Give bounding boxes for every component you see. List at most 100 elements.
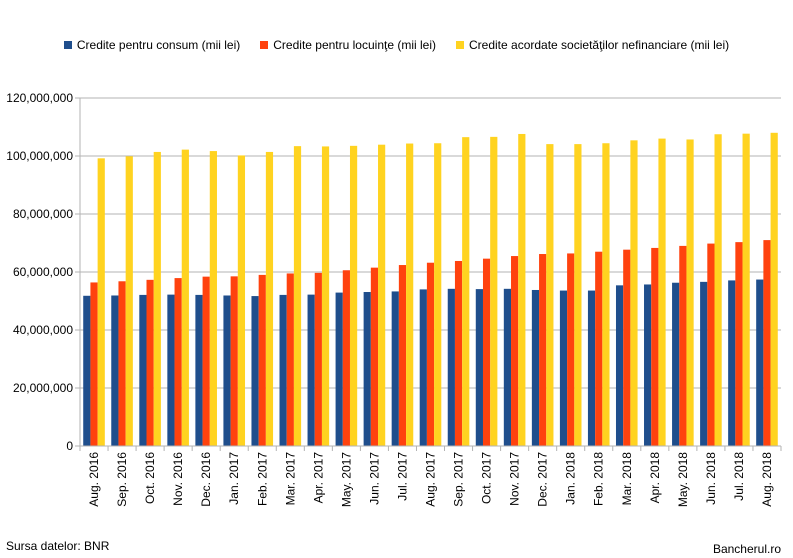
y-tick-label: 120,000,000: [6, 91, 73, 105]
bar-series-1-19: [623, 249, 631, 446]
x-tick-label: Feb. 2018: [592, 452, 606, 506]
bar-series-2-24: [770, 132, 778, 447]
bar-series-1-17: [567, 253, 575, 446]
bar-series-2-11: [406, 143, 414, 446]
bar-series-2-10: [378, 144, 386, 446]
bar-series-1-13: [454, 260, 463, 446]
x-tick-label: Apr. 2017: [311, 452, 325, 504]
x-tick-label: Mar. 2017: [283, 452, 297, 506]
bar-series-2-13: [462, 137, 470, 446]
bar-series-2-4: [209, 151, 217, 446]
bar-series-2-12: [434, 143, 442, 447]
y-tick-label: 100,000,000: [6, 149, 73, 163]
bar-series-0-16: [531, 289, 540, 446]
bar-series-0-17: [559, 290, 568, 446]
bar-series-0-10: [363, 292, 371, 446]
bar-series-0-20: [644, 284, 652, 446]
bar-series-1-5: [230, 276, 238, 446]
bar-series-2-23: [742, 133, 750, 447]
bar-series-0-18: [587, 290, 596, 446]
bar-series-1-10: [370, 267, 379, 446]
bar-series-0-13: [447, 288, 455, 446]
bar-series-1-21: [679, 245, 687, 446]
bar-series-1-8: [314, 272, 322, 446]
bar-series-1-24: [763, 240, 771, 446]
y-tick-label: 0: [66, 439, 73, 453]
bar-series-1-18: [595, 251, 603, 446]
bar-series-2-17: [574, 144, 582, 447]
brand-label: Bancherul.ro: [712, 542, 781, 556]
legend-swatch-societati: [456, 41, 464, 49]
x-tick-label: Jan. 2018: [564, 452, 578, 505]
legend-item-consum: Credite pentru consum (mii lei): [63, 38, 241, 52]
bar-series-2-0: [97, 158, 105, 446]
bar-series-0-23: [728, 280, 736, 446]
x-tick-label: Oct. 2016: [143, 452, 157, 504]
y-tick-label: 60,000,000: [13, 265, 73, 279]
x-tick-label: Feb. 2017: [255, 452, 269, 506]
bar-series-0-0: [83, 295, 91, 446]
bar-series-0-2: [139, 294, 147, 446]
bar-series-2-14: [490, 136, 498, 447]
x-tick-label: Dec. 2017: [536, 452, 550, 507]
bar-series-2-2: [153, 151, 161, 446]
bar-series-2-20: [658, 138, 666, 446]
y-tick-label: 20,000,000: [13, 381, 73, 395]
source-note: Sursa datelor: BNR: [6, 539, 110, 553]
bar-series-2-21: [686, 139, 694, 446]
x-tick-label: Jun. 2017: [367, 452, 381, 505]
x-tick-label: Jul. 2018: [732, 452, 746, 501]
x-tick-label: Jun. 2018: [704, 452, 718, 505]
bar-series-0-19: [615, 285, 624, 446]
bar-series-0-14: [475, 289, 483, 446]
bar-series-2-8: [321, 146, 330, 446]
x-tick-label: Nov. 2016: [171, 452, 185, 506]
bar-series-0-1: [111, 295, 119, 446]
bar-series-1-12: [426, 262, 435, 446]
bar-series-1-11: [398, 265, 407, 446]
legend-label-societati: Credite acordate societăţilor nefinancia…: [469, 38, 730, 52]
bar-series-0-11: [391, 291, 399, 446]
x-tick-label: Mar. 2018: [620, 452, 634, 506]
x-tick-label: Aug. 2017: [424, 452, 438, 507]
legend: Credite pentru consum (mii lei) Credite …: [0, 38, 793, 52]
legend-label-consum: Credite pentru consum (mii lei): [76, 38, 241, 52]
bar-series-1-22: [707, 243, 715, 446]
legend-item-locuinte: Credite pentru locuinţe (mii lei): [260, 38, 436, 52]
bar-series-0-22: [700, 281, 708, 446]
bar-series-1-14: [482, 258, 491, 446]
legend-label-locuinte: Credite pentru locuinţe (mii lei): [273, 38, 436, 52]
bar-series-2-15: [518, 133, 526, 446]
x-tick-label: Jan. 2017: [227, 452, 241, 505]
bar-series-1-16: [539, 254, 547, 446]
bar-series-0-6: [251, 296, 259, 446]
bar-series-2-22: [714, 134, 722, 446]
bar-series-2-6: [265, 151, 274, 446]
bar-series-1-6: [258, 274, 266, 446]
bar-series-0-3: [167, 294, 175, 446]
bar-series-0-5: [223, 295, 231, 446]
bar-series-0-24: [756, 279, 764, 446]
legend-item-societati: Credite acordate societăţilor nefinancia…: [456, 38, 729, 52]
legend-swatch-locuinte: [260, 41, 269, 49]
bar-series-0-8: [307, 294, 315, 446]
bar-series-0-7: [279, 294, 287, 446]
x-tick-label: Aug. 2018: [760, 452, 774, 507]
bar-series-1-0: [90, 282, 98, 446]
bars: [83, 132, 778, 447]
y-tick-label: 40,000,000: [13, 323, 73, 337]
bar-series-2-1: [125, 156, 133, 447]
bar-series-1-9: [342, 270, 350, 446]
legend-swatch-consum: [63, 41, 72, 49]
x-tick-label: Apr. 2018: [648, 452, 662, 504]
bar-series-0-21: [672, 282, 680, 446]
bar-series-2-18: [602, 143, 610, 447]
bar-series-2-5: [237, 155, 246, 447]
bar-series-1-4: [202, 276, 210, 446]
bar-series-1-15: [511, 256, 519, 446]
bar-series-1-20: [651, 247, 659, 446]
x-tick-label: Sep. 2016: [115, 452, 129, 507]
y-tick-label: 80,000,000: [13, 207, 73, 221]
x-tick-label: Aug. 2016: [87, 452, 101, 507]
